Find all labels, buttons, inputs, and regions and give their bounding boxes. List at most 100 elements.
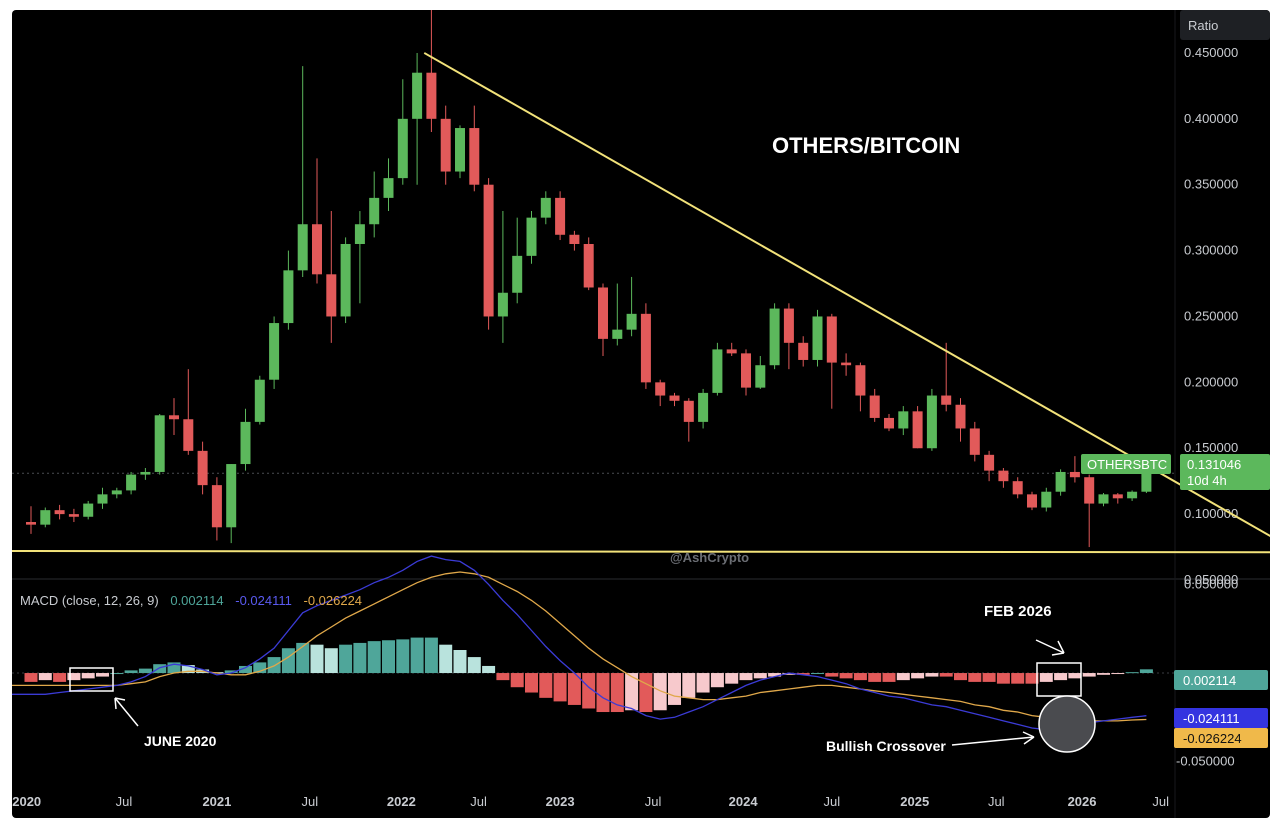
- candle-body: [397, 118, 408, 179]
- macd-hist-tag: [1174, 670, 1268, 690]
- june-2020-box: [69, 667, 114, 692]
- candle-body: [312, 224, 322, 275]
- time-tick-label: 2023: [546, 794, 575, 809]
- last-price-tag: [1180, 454, 1270, 490]
- macd-hist-bar: [496, 673, 510, 681]
- macd-hist-bar: [567, 673, 581, 705]
- candle-body: [540, 197, 551, 218]
- macd-hist-bar: [253, 662, 267, 674]
- macd-hist-bar: [1068, 673, 1082, 679]
- macd-hist-bar: [1111, 673, 1125, 675]
- candle-body: [1141, 473, 1152, 492]
- macd-hist-bar: [1039, 673, 1053, 682]
- crossover-arrow: [951, 731, 1035, 746]
- candle-body: [941, 395, 952, 405]
- macd-hist-bar: [1125, 672, 1139, 674]
- candle-body: [569, 234, 580, 244]
- price-tick-label: 0.300000: [1184, 243, 1238, 258]
- candle-body: [340, 244, 351, 317]
- symbol-tag[interactable]: [1081, 454, 1171, 474]
- crossover-circle: [1038, 695, 1096, 753]
- time-tick-label: Jul: [988, 794, 1005, 809]
- candle-body: [912, 411, 923, 449]
- candle-body: [640, 313, 651, 383]
- candle-body: [841, 362, 852, 366]
- candle-body: [1112, 494, 1123, 499]
- candle-body: [68, 514, 79, 517]
- candle-body: [669, 395, 680, 401]
- macd-hist-bar: [939, 673, 953, 677]
- candle-body: [612, 329, 623, 339]
- chart-frame: Ratio 0.450000 0.400000 0.350000 0.300000 0.…: [12, 10, 1270, 818]
- time-tick-label: 2020: [12, 794, 41, 809]
- time-tick-label: Jul: [645, 794, 662, 809]
- candle-body: [955, 404, 966, 429]
- candle-body: [1027, 494, 1037, 508]
- macd-hist-bar: [539, 673, 553, 698]
- macd-tick-label: 0.050000: [1184, 576, 1238, 591]
- candle-body: [440, 118, 451, 172]
- candle-body: [54, 510, 65, 515]
- candle-body: [655, 382, 666, 396]
- feb-2026-box: [1036, 662, 1082, 697]
- macd-hist-bar: [853, 673, 867, 681]
- price-tick-label: 0.150000: [1184, 440, 1238, 455]
- candle-body: [598, 287, 608, 339]
- macd-hist-bar: [167, 662, 181, 674]
- chart-title: OTHERS/BITCOIN: [772, 133, 960, 158]
- feb-2026-label: FEB 2026: [984, 603, 1052, 620]
- candle-body: [683, 400, 694, 422]
- ratio-scale-button[interactable]: [1180, 10, 1270, 40]
- macd-hist-bar: [868, 673, 882, 682]
- macd-hist-bar: [582, 673, 596, 709]
- candle-body: [126, 474, 137, 491]
- candle-body: [1041, 491, 1052, 508]
- symbol-tag-label: OTHERSBTC: [1087, 457, 1167, 472]
- macd-hist-bar: [339, 644, 353, 674]
- macd-hist-bar: [453, 650, 467, 674]
- macd-signal-line: [12, 571, 1147, 722]
- time-tick-label: Jul: [470, 794, 487, 809]
- candle-body: [855, 365, 866, 396]
- candle-body: [283, 270, 294, 324]
- macd-hist-bar: [1097, 673, 1110, 675]
- price-tick-label: 0.400000: [1184, 111, 1238, 126]
- signal-line-tag-value: -0.026224: [1183, 731, 1242, 746]
- macd-hist-bar: [324, 648, 338, 674]
- macd-hist-bar: [1082, 673, 1096, 677]
- macd-hist-bar: [482, 665, 496, 674]
- price-tick-label: 0.350000: [1184, 177, 1238, 192]
- macd-line-tag: [1174, 708, 1268, 728]
- macd-hist-bar: [753, 673, 767, 679]
- macd-hist-bar: [296, 642, 310, 674]
- macd-hist-bar: [768, 673, 782, 677]
- time-tick-label: 2026: [1068, 794, 1097, 809]
- macd-hist-bar: [739, 673, 753, 681]
- chart-canvas[interactable]: Ratio 0.4500000.4000000.3500000.3000000.…: [12, 10, 1270, 818]
- candle-body: [254, 379, 265, 422]
- macd-hist-bar: [424, 637, 438, 674]
- candle-body: [812, 316, 823, 360]
- macd-hist-bar: [1139, 669, 1153, 674]
- macd-hist-bar: [882, 673, 896, 682]
- price-tick-label: 0.050000: [1184, 572, 1238, 587]
- macd-hist-bar: [53, 673, 67, 682]
- macd-hist-tag-value: 0.002114: [1183, 673, 1236, 688]
- macd-hist-bar: [367, 641, 381, 674]
- candle-body: [169, 415, 179, 420]
- bar-countdown: 10d 4h: [1187, 473, 1227, 488]
- macd-hist-bar: [954, 673, 967, 681]
- time-tick-label: 2021: [202, 794, 231, 809]
- candle-body: [698, 392, 709, 422]
- time-tick-label: 2022: [387, 794, 416, 809]
- macd-hist-bar: [996, 673, 1010, 684]
- feb-2026-arrow: [1035, 639, 1065, 656]
- watermark: @AshCrypto: [670, 550, 749, 565]
- time-tick-label: Jul: [823, 794, 840, 809]
- macd-hist-bar: [181, 665, 195, 674]
- macd-tick-label: -0.050000: [1176, 754, 1235, 769]
- candle-body: [412, 72, 423, 119]
- macd-legend: MACD (close, 12, 26, 9) 0.002114 -0.0241…: [20, 593, 362, 608]
- candle-body: [726, 349, 737, 354]
- candle-body: [40, 510, 51, 525]
